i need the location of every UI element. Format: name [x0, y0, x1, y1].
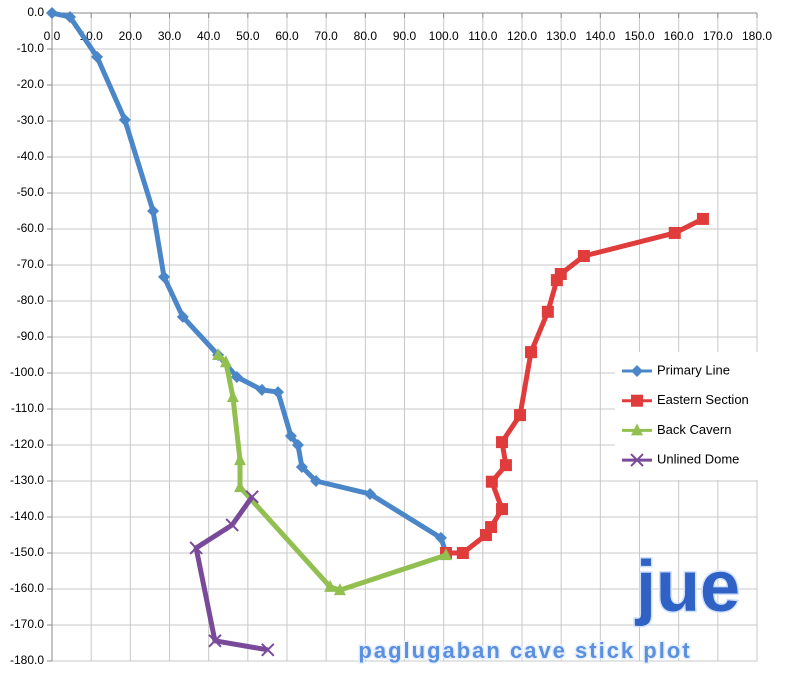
y-tick-label: -30.0 — [17, 113, 45, 127]
marker — [230, 370, 243, 383]
x-tick-label: 150.0 — [624, 29, 654, 43]
x-tick-label: 80.0 — [354, 29, 378, 43]
marker — [456, 547, 469, 559]
marker — [631, 365, 643, 377]
marker — [271, 386, 284, 399]
y-tick-label: 0.0 — [27, 5, 44, 19]
x-tick-label: 40.0 — [197, 29, 221, 43]
marker — [631, 394, 643, 407]
marker — [554, 268, 567, 280]
series-line — [216, 353, 447, 593]
marker — [499, 459, 512, 472]
marker — [234, 480, 246, 493]
y-tick-label: -140.0 — [10, 509, 44, 523]
y-tick-label: -110.0 — [11, 401, 44, 415]
y-tick-label: -50.0 — [17, 185, 45, 199]
x-tick-label: 130.0 — [546, 29, 576, 43]
y-tick-label: -70.0 — [17, 257, 45, 271]
y-tick-label: -150.0 — [10, 545, 44, 559]
x-tick-label: 170.0 — [703, 29, 733, 43]
marker — [291, 439, 304, 451]
y-tick-label: -10.0 — [17, 41, 45, 55]
marker — [91, 50, 104, 63]
marker — [514, 409, 527, 422]
x-tick-label: 70.0 — [314, 29, 338, 43]
marker — [440, 548, 453, 561]
x-tick-label: 50.0 — [236, 29, 260, 43]
marker — [234, 453, 246, 466]
marker — [245, 490, 259, 504]
y-tick-label: -100.0 — [10, 365, 44, 379]
marker — [577, 250, 590, 262]
marker — [147, 205, 160, 217]
legend-label: Unlined Dome — [657, 452, 739, 467]
marker — [225, 518, 239, 532]
x-tick-label: 120.0 — [507, 29, 537, 43]
x-tick-label: 180.0 — [742, 29, 772, 43]
marker — [176, 310, 189, 323]
series-line — [193, 495, 269, 653]
x-tick-label: 30.0 — [158, 29, 182, 43]
marker — [295, 460, 308, 473]
marker — [255, 383, 268, 396]
watermark-subtitle: paglugaban cave stick plot — [358, 638, 691, 663]
y-tick-label: -120.0 — [10, 437, 44, 451]
marker — [118, 113, 131, 126]
marker — [309, 475, 322, 487]
x-tick-label: 60.0 — [275, 29, 299, 43]
y-tick-label: -80.0 — [17, 293, 45, 307]
marker — [496, 503, 509, 516]
marker — [364, 487, 377, 500]
marker — [333, 583, 346, 596]
legend-label: Eastern Section — [657, 392, 749, 407]
marker — [496, 436, 509, 449]
y-tick-label: -170.0 — [10, 617, 44, 631]
marker — [631, 423, 643, 436]
marker — [158, 270, 171, 283]
marker — [261, 643, 275, 657]
marker — [46, 7, 58, 19]
marker — [485, 521, 498, 534]
y-tick-label: -60.0 — [17, 221, 45, 235]
legend-label: Back Cavern — [657, 422, 731, 437]
y-tick-label: -180.0 — [10, 653, 44, 667]
x-tick-label: 160.0 — [664, 29, 694, 43]
x-tick-label: 90.0 — [393, 29, 417, 43]
x-tick-label: 100.0 — [429, 29, 459, 43]
marker — [434, 531, 447, 544]
x-tick-label: 20.0 — [119, 29, 143, 43]
legend: Primary Line Eastern Section Back Cavern Un… — [615, 352, 765, 480]
x-tick-label: 110.0 — [468, 29, 497, 43]
watermark: jue — [634, 547, 740, 627]
y-tick-label: -40.0 — [17, 149, 45, 163]
marker — [189, 541, 203, 555]
x-tick-label: 140.0 — [585, 29, 615, 43]
marker — [668, 226, 681, 239]
marker — [696, 212, 709, 225]
marker — [525, 346, 538, 359]
grid: 0.0 10.0 20.0 30.0 40.0 50.0 60.0 70.0 80.0 90.0 1… — [10, 5, 772, 667]
marker — [212, 348, 225, 360]
marker — [208, 634, 222, 648]
series-line — [51, 10, 449, 554]
plot — [46, 7, 709, 657]
marker — [219, 355, 232, 368]
marker — [324, 579, 337, 592]
marker — [541, 305, 554, 318]
legend-label: Primary Line — [657, 362, 730, 377]
marker — [630, 453, 644, 467]
marker — [64, 10, 77, 23]
y-tick-label: -90.0 — [17, 329, 45, 343]
y-tick-label: -160.0 — [10, 581, 44, 595]
marker — [226, 390, 239, 403]
y-tick-label: -20.0 — [17, 77, 45, 91]
y-tick-label: -130.0 — [10, 473, 44, 487]
marker — [485, 475, 498, 488]
marker — [284, 430, 297, 442]
